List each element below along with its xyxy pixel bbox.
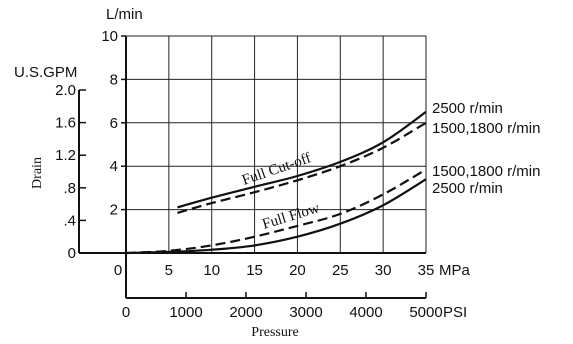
x-tick-label-psi: 4000 [349, 304, 382, 321]
y-tick-label-lmin: 4 [110, 158, 118, 175]
x-unit-psi: PSI [443, 304, 467, 321]
series-label-cutoff-1500-1800: 1500,1800 r/min [432, 120, 540, 137]
x-tick-label-mpa: 0 [114, 262, 122, 279]
series-line-2 [125, 168, 427, 255]
x-tick-label-mpa: 20 [289, 262, 306, 279]
series-group [125, 111, 427, 255]
y-unit-gpm: U.S.GPM [14, 64, 77, 81]
x-tick-label-psi: 2000 [229, 304, 262, 321]
series-line-1 [177, 121, 427, 214]
x-tick-label-psi: 0 [122, 304, 130, 321]
x-tick-label-psi: 3000 [289, 304, 322, 321]
series-label-flow-2500: 2500 r/min [432, 180, 503, 197]
x-tick-label-psi: 5000 [409, 304, 442, 321]
y-tick-label-gpm: .8 [63, 180, 76, 197]
y-tick-label-lmin: 8 [110, 71, 118, 88]
x-tick-label-mpa: 5 [165, 262, 173, 279]
x-tick-label-mpa: 35 [418, 262, 435, 279]
x-tick-label-mpa: 25 [332, 262, 349, 279]
x-tick-label-mpa: 15 [246, 262, 263, 279]
x-tick-label-psi: 1000 [169, 304, 202, 321]
y-tick-label-lmin: 10 [101, 28, 118, 45]
axes: 2 4 6 8 10 0 .4 .8 1.2 1.6 2.0 0 5 10 15 20 25 30 35 0 1000 2… [55, 28, 443, 321]
y-tick-label-gpm: .4 [63, 212, 76, 229]
x-tick-label-mpa: 10 [203, 262, 220, 279]
series-line-0 [177, 111, 427, 209]
y-tick-label-gpm: 1.6 [55, 115, 76, 132]
y-tick-label-lmin: 6 [110, 115, 118, 132]
series-label-cutoff-2500: 2500 r/min [432, 100, 503, 117]
y-tick-label-gpm: 2.0 [55, 82, 76, 99]
labels: L/min U.S.GPM Drain MPa PSI Pressure Ful… [14, 6, 540, 340]
grid [126, 35, 427, 253]
y-tick-label-gpm: 0 [68, 245, 76, 262]
y-tick-label-gpm: 1.2 [55, 147, 76, 164]
y-axis-label: Drain [30, 157, 45, 189]
series-label-flow-1500-1800: 1500,1800 r/min [432, 163, 540, 180]
x-tick-label-mpa: 30 [375, 262, 392, 279]
y-unit-lmin: L/min [106, 6, 143, 23]
x-unit-mpa: MPa [439, 262, 471, 279]
series-line-3 [125, 178, 427, 255]
y-tick-label-lmin: 2 [110, 202, 118, 219]
x-axis-label: Pressure [251, 325, 298, 340]
annotation-full-cutoff: Full Cut-off [240, 150, 313, 189]
